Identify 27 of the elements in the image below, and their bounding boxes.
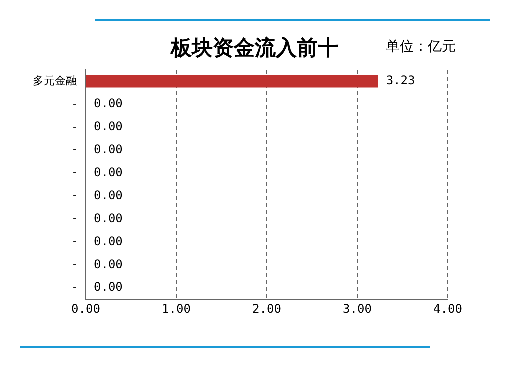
x-tick-label: 2.00 [252, 302, 282, 316]
data-label: 0.00 [94, 234, 123, 248]
y-tick-label: - [73, 212, 78, 226]
data-label: 0.00 [94, 142, 123, 156]
data-label: 3.23 [386, 74, 416, 88]
y-tick-label: - [73, 97, 78, 110]
y-tick-label: - [73, 280, 78, 294]
x-tick-label: 4.00 [434, 302, 462, 316]
y-tick-label: - [73, 166, 78, 180]
chart-title: 板块资金流入前十 [170, 35, 340, 62]
y-tick-label: 多元金融 [33, 74, 77, 88]
data-label: 0.00 [94, 188, 123, 202]
y-tick-label: - [73, 120, 78, 134]
x-tick-label: 0.00 [72, 302, 100, 316]
data-label: 0.00 [94, 211, 123, 226]
x-tick-label: 3.00 [343, 302, 372, 316]
data-label: 0.00 [94, 165, 123, 180]
data-label: 0.00 [94, 96, 123, 111]
x-tick-label: 1.00 [162, 302, 191, 316]
y-tick-label: - [73, 143, 78, 156]
y-tick-label: - [73, 258, 78, 272]
text: 单位：亿元 [386, 38, 456, 56]
data-label: 0.00 [94, 280, 123, 294]
data-label: 0.00 [94, 257, 123, 272]
data-label: 0.00 [94, 120, 123, 134]
y-tick-label: - [73, 235, 78, 248]
y-tick-label: - [73, 189, 78, 202]
